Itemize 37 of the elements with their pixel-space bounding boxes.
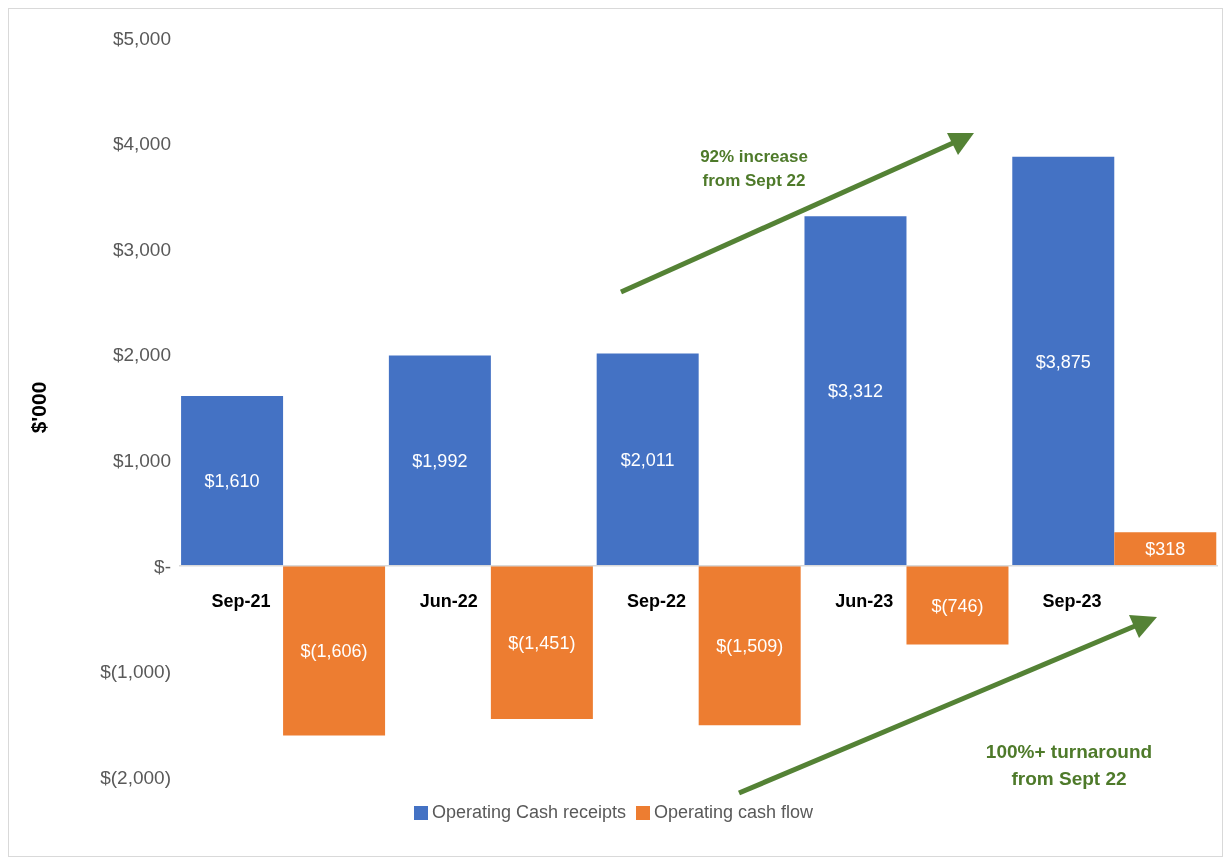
data-label: $(1,451)	[508, 632, 576, 653]
y-tick-label: $5,000	[112, 27, 171, 49]
y-tick-label: $(2,000)	[100, 766, 171, 788]
legend-label: Operating Cash receipts	[431, 802, 626, 822]
data-label: $(1,606)	[300, 641, 368, 662]
y-tick-label: $(1,000)	[100, 661, 171, 683]
bar	[596, 353, 699, 566]
x-tick-label: Sep-21	[211, 590, 271, 611]
x-tick-label: Sep-23	[1042, 590, 1102, 611]
data-label: $3,875	[1035, 351, 1091, 372]
bar	[906, 565, 1009, 645]
x-tick-label: Jun-23	[835, 590, 894, 611]
bar	[804, 216, 907, 566]
data-label: $318	[1145, 539, 1186, 560]
data-label: $2,011	[620, 450, 675, 471]
bar	[181, 395, 284, 566]
x-tick-label: Sep-22	[626, 590, 687, 611]
data-label: $1,610	[204, 471, 260, 492]
y-tick-label: $4,000	[112, 133, 171, 155]
x-tick-label: Jun-22	[419, 590, 478, 611]
data-label: $(746)	[931, 595, 984, 616]
y-tick-label: $1,000	[112, 450, 171, 472]
y-tick-label: $2,000	[112, 344, 171, 366]
bar	[698, 565, 801, 726]
bar	[1012, 156, 1115, 566]
data-label: $3,312	[827, 381, 884, 402]
data-label: $1,992	[412, 451, 468, 472]
annotation: 100%+ turnaround from Sept 22	[984, 740, 1154, 791]
legend-label: Operating cash flow	[654, 802, 814, 822]
bar	[283, 565, 386, 736]
y-tick-label: $3,000	[112, 238, 171, 260]
data-label: $(1,509)	[716, 635, 784, 656]
bar	[388, 355, 491, 566]
y-tick-label: $-	[154, 555, 171, 577]
bar	[490, 565, 593, 720]
y-axis-title: $'000	[27, 381, 51, 434]
annotation: 92% increase from Sept 22	[699, 146, 809, 192]
